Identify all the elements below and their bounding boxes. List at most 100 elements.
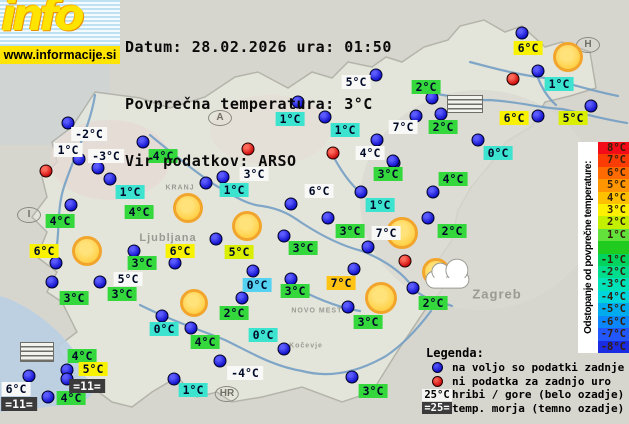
station-temp-label: -4°C	[227, 366, 263, 380]
logo-url-link[interactable]: www.informacije.si	[0, 46, 120, 64]
city-label: Kočevje	[289, 342, 323, 350]
sun-icon	[553, 42, 583, 72]
sun-icon	[72, 236, 102, 266]
station-dot-blue	[45, 275, 59, 289]
station-dot-blue	[93, 275, 107, 289]
logo-text: info	[1, 0, 85, 41]
sun-cloud-icon	[425, 258, 470, 289]
colorbar-title: Odstopanje od povprečne temperature:	[578, 142, 598, 353]
legend-item-label: ni podatka za zadnjo uro	[452, 374, 611, 388]
sun-icon	[232, 211, 262, 241]
station-dot-blue	[321, 211, 335, 225]
colorbar-band: 4°C	[598, 191, 629, 205]
station-temp-label: 3°C	[335, 224, 365, 238]
station-temp-label: 0°C	[248, 328, 278, 342]
station-temp-label: 5°C	[78, 362, 108, 376]
station-dot-blue	[168, 256, 182, 270]
colorbar-band	[598, 241, 629, 254]
station-dot-red	[326, 146, 340, 160]
station-dot-blue	[213, 354, 227, 368]
legend-item: 25°C hribi / gore (belo ozadje)	[422, 388, 629, 402]
station-dot-blue	[103, 172, 117, 186]
logo-stripes-background: info	[0, 0, 120, 46]
colorbar-band: -2°C	[598, 266, 629, 279]
station-dot-blue	[531, 109, 545, 123]
station-temp-label: 2°C	[437, 224, 467, 238]
station-dot-blue	[91, 161, 105, 175]
station-dot-blue	[41, 390, 55, 404]
station-dot-blue	[61, 116, 75, 130]
no-data-hatch-icon	[447, 95, 483, 113]
station-temp-label: 4°C	[124, 205, 154, 219]
station-dot-blue	[426, 185, 440, 199]
station-dot-blue	[136, 135, 150, 149]
station-dot-blue	[421, 211, 435, 225]
station-temp-label: 2°C	[428, 120, 458, 134]
station-dot-red	[39, 164, 53, 178]
station-temp-label: 4°C	[45, 214, 75, 228]
station-dot-blue	[199, 176, 213, 190]
station-temp-label: 4°C	[148, 149, 178, 163]
legend-item-icon: =25=	[422, 402, 452, 415]
station-dot-blue	[64, 198, 78, 212]
station-temp-label: 4°C	[190, 335, 220, 349]
station-temp-label: 3°C	[353, 315, 383, 329]
legend-item: ni podatka za zadnjo uro	[424, 375, 629, 389]
header-source-line: Vir podatkov: ARSO	[125, 152, 297, 170]
header-date-line: Datum: 28.02.2026 ura: 01:50	[125, 38, 392, 56]
colorbar-band: -4°C	[598, 290, 629, 304]
station-temp-label: 3°C	[280, 284, 310, 298]
station-temp-label: 6°C	[1, 382, 31, 396]
city-label: Zagreb	[472, 286, 522, 302]
country-sign: HR	[214, 386, 240, 402]
station-dot-blue	[354, 185, 368, 199]
station-temp-label: 6°C	[304, 184, 334, 198]
station-temp-label: 1°C	[544, 77, 574, 91]
station-temp-label: 4°C	[67, 349, 97, 363]
station-dot-blue	[277, 229, 291, 243]
colorbar-band: -7°C	[598, 328, 629, 341]
sun-icon	[365, 282, 397, 314]
station-temp-label: 2°C	[418, 296, 448, 310]
colorbar-band: -6°C	[598, 315, 629, 329]
sun-icon	[180, 289, 208, 317]
map-legend: Legenda: na voljo so podatki zadnje uren…	[422, 346, 629, 416]
station-temp-label: 0°C	[242, 278, 272, 292]
station-dot-blue	[277, 342, 291, 356]
site-logo[interactable]: info www.informacije.si	[0, 0, 120, 64]
country-sign: A	[208, 110, 232, 126]
station-dot-blue	[235, 291, 249, 305]
station-dot-blue	[347, 262, 361, 276]
legend-item-label: temp. morja (temno ozadje)	[452, 401, 625, 415]
colorbar-band: 6°C	[598, 166, 629, 180]
station-dot-blue	[184, 321, 198, 335]
station-dot-blue	[341, 300, 355, 314]
station-dot-blue	[531, 64, 545, 78]
station-dot-blue	[515, 26, 529, 40]
station-temp-label: 1°C	[178, 383, 208, 397]
station-temp-label: 1°C	[219, 183, 249, 197]
station-dot-blue	[406, 281, 420, 295]
station-dot-blue	[434, 107, 448, 121]
legend-item-label: na voljo so podatki zadnje ure	[452, 361, 629, 375]
station-dot-blue	[155, 309, 169, 323]
no-data-hatch-icon	[20, 342, 54, 362]
station-temp-label: 7°C	[326, 276, 356, 290]
colorbar-title-text: Odstopanje od povprečne temperature:	[582, 161, 594, 334]
colorbar-band: -1°C	[598, 253, 629, 267]
colorbar-band: 2°C	[598, 216, 629, 229]
legend-rows: na voljo so podatki zadnje ureni podatka…	[422, 361, 629, 416]
station-temp-label: 3°C	[358, 384, 388, 398]
red-dot-icon	[431, 375, 443, 387]
colorbar-band: -3°C	[598, 278, 629, 291]
colorbar-band: -5°C	[598, 303, 629, 316]
legend-item-icon: 25°C	[422, 388, 452, 401]
station-dot-red	[241, 142, 255, 156]
legend-item-icon	[424, 375, 450, 387]
legend-item: =25= temp. morja (temno ozadje)	[422, 401, 629, 416]
station-temp-label: 3°C	[127, 256, 157, 270]
station-temp-label: =11=	[1, 397, 37, 411]
station-dot-blue	[318, 110, 332, 124]
station-temp-label: 1°C	[365, 198, 395, 212]
